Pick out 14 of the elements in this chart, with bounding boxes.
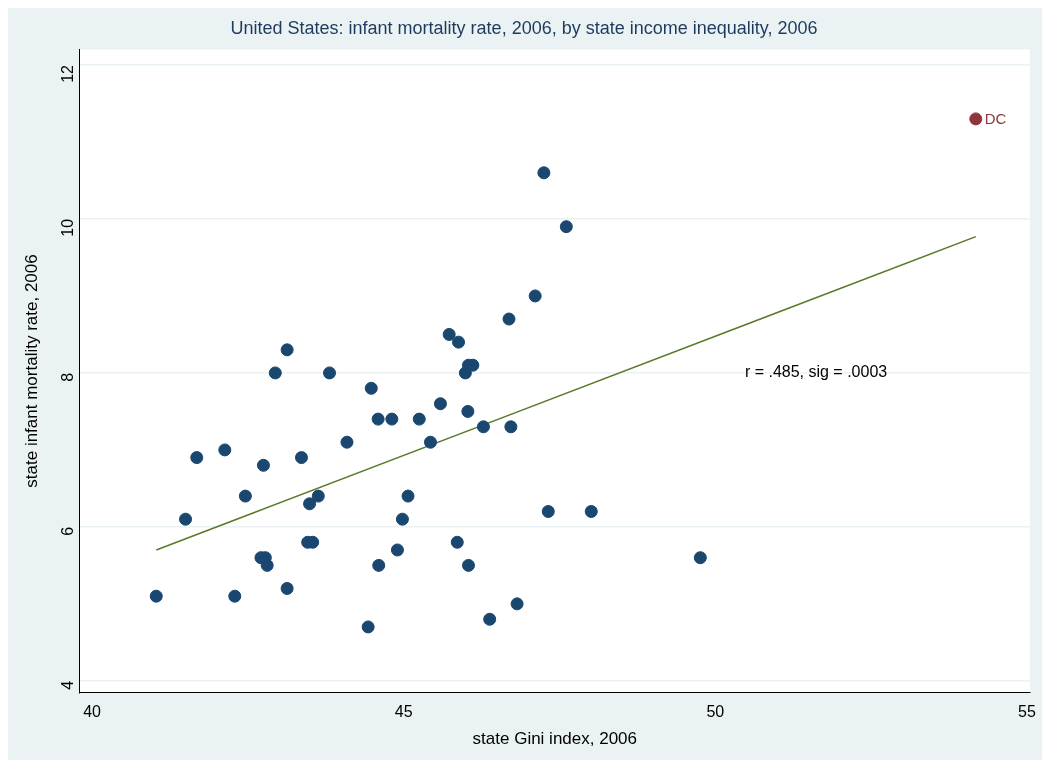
x-tick-label: 50: [706, 703, 725, 721]
chart-title: United States: infant mortality rate, 2006, by state income inequality, 2006: [230, 17, 818, 38]
annotation: r = .485, sig = .0003: [744, 363, 888, 381]
series-label: DC: [984, 110, 1007, 128]
y-tick-label: 4: [59, 680, 77, 690]
y-tick-label: 10: [59, 218, 77, 237]
x-axis-title: state Gini index, 2006: [472, 729, 638, 749]
y-axis-title: state infant mortality rate, 2006: [21, 254, 41, 488]
x-tick-label: 45: [394, 703, 413, 721]
x-tick-label: 40: [83, 703, 102, 721]
x-tick-label: 55: [1017, 703, 1036, 721]
y-tick-label: 12: [59, 64, 77, 83]
y-tick-label: 8: [59, 372, 77, 382]
y-tick-label: 6: [59, 526, 77, 536]
